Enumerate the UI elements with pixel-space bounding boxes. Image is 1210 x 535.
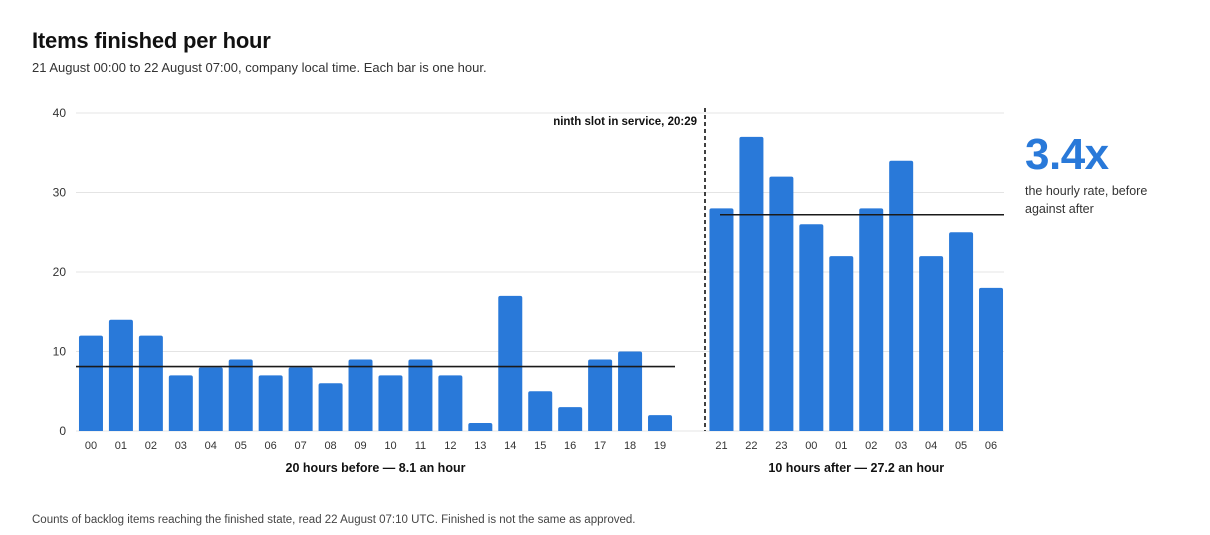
x-tick-label: 01 [835,440,847,452]
x-tick-label: 13 [474,440,486,452]
x-tick-label: 22 [745,440,757,452]
bars [78,136,1004,431]
x-tick-label: 14 [504,440,516,452]
x-tick-label: 15 [534,440,546,452]
bar [408,359,433,431]
bar [949,232,974,431]
bar [168,375,193,431]
x-tick-label: 21 [715,440,727,452]
bar [709,208,734,431]
x-tick-label: 04 [205,440,217,452]
bar [648,415,673,431]
bar [318,383,343,431]
x-tick-label: 12 [444,440,456,452]
bar [739,136,764,431]
x-tick-label: 19 [654,440,666,452]
rate-multiplier: 3.4x [1025,130,1109,179]
annotation-label: ninth slot in service, 20:29 [553,116,697,128]
x-tick-label: 03 [895,440,907,452]
x-tick-label: 08 [324,440,336,452]
bar [108,319,133,431]
x-tick-label: 07 [295,440,307,452]
x-tick-label: 05 [955,440,967,452]
x-tick-label: 03 [175,440,187,452]
bar [859,208,884,431]
x-tick-label: 00 [805,440,817,452]
x-tick-label: 18 [624,440,636,452]
bar [288,367,313,431]
y-tick-label: 10 [53,345,67,359]
x-tick-label: 01 [115,440,127,452]
x-tick-label: 02 [865,440,877,452]
bar [468,423,493,431]
x-tick-label: 09 [354,440,366,452]
x-tick-label: 10 [384,440,396,452]
bar [829,256,854,431]
x-tick-label: 05 [235,440,247,452]
footnote: Counts of backlog items reaching the fin… [32,514,636,526]
bar [769,176,794,431]
x-tick-label: 00 [85,440,97,452]
x-tick-label: 23 [775,440,787,452]
bar [498,295,523,431]
x-tick-label: 06 [265,440,277,452]
bar [228,359,253,431]
bar [588,359,613,431]
bar [919,256,944,431]
x-tick-label: 11 [415,440,426,452]
bar [558,407,583,431]
average-lines [76,213,1004,368]
y-tick-label: 40 [53,106,67,120]
bar [138,335,163,431]
bar [618,351,643,431]
bar [348,359,373,431]
chart-title: Items finished per hour [32,28,271,53]
y-tick-label: 20 [53,265,67,279]
bar [979,287,1004,431]
group-label: 20 hours before — 8.1 an hour [286,461,466,475]
bar [799,224,824,431]
x-tick-label: 06 [985,440,997,452]
group-label: 10 hours after — 27.2 an hour [768,461,944,475]
group-labels: 20 hours before — 8.1 an hour 10 hours af… [286,461,945,475]
y-tick-label: 0 [59,424,66,438]
annotation: ninth slot in service, 20:29 [553,108,706,431]
y-tick-label: 30 [53,186,67,200]
x-axis-ticks: 00 01 02 03 04 05 06 07 08 09 10 11 12 13 14 15 16 17 18 19… [85,440,997,452]
rate-callout: 3.4x the hourly rate, before against aft… [1025,132,1195,218]
y-axis-ticks: 0 10 20 30 40 [53,106,67,438]
bar [78,335,103,431]
x-tick-label: 17 [594,440,606,452]
x-tick-label: 04 [925,440,937,452]
x-tick-label: 16 [564,440,576,452]
x-tick-label: 02 [145,440,157,452]
bar [378,375,403,431]
bar [889,160,914,431]
chart-subtitle: 21 August 00:00 to 22 August 07:00, comp… [32,60,487,75]
rate-description: the hourly rate, before against after [1025,184,1148,216]
bar [438,375,463,431]
bar [528,391,553,431]
bar [198,367,223,431]
bar [258,375,283,431]
